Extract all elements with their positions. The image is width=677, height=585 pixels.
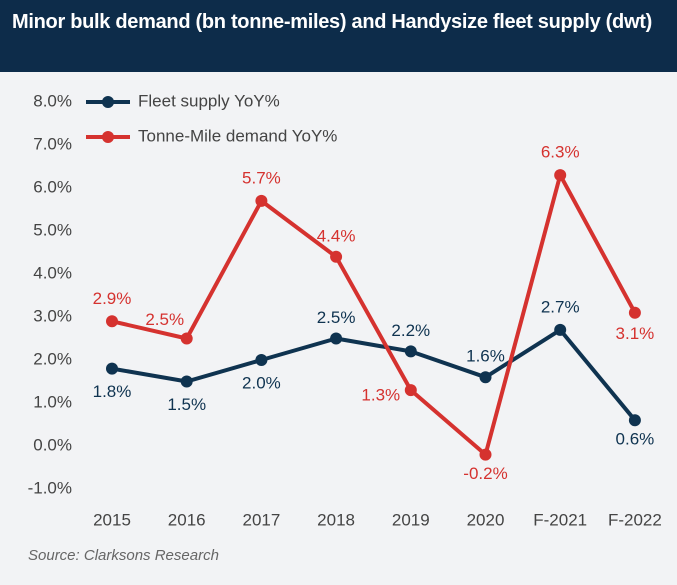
legend-swatch bbox=[102, 131, 114, 143]
data-point bbox=[479, 448, 492, 461]
x-tick-label: 2015 bbox=[93, 510, 131, 529]
y-tick-label: 6.0% bbox=[33, 177, 72, 196]
x-tick-label: 2017 bbox=[242, 510, 280, 529]
data-label: 0.6% bbox=[616, 430, 655, 449]
data-point bbox=[554, 169, 567, 182]
data-point bbox=[628, 306, 641, 319]
legend-swatch bbox=[102, 96, 114, 108]
data-point bbox=[255, 354, 268, 366]
y-tick-label: 4.0% bbox=[33, 263, 72, 282]
data-label: 1.6% bbox=[466, 347, 505, 366]
data-point bbox=[180, 332, 193, 345]
data-label: 2.0% bbox=[242, 373, 281, 392]
y-tick-label: 8.0% bbox=[33, 91, 72, 110]
data-point bbox=[330, 250, 343, 263]
chart: Source: Clarksons Research -1.0% 0.0% 1.0%… bbox=[28, 91, 662, 564]
data-point bbox=[404, 384, 417, 397]
x-tick-label: F-2021 bbox=[533, 510, 587, 529]
data-label: 2.7% bbox=[541, 297, 580, 316]
x-tick-label: F-2022 bbox=[608, 510, 662, 529]
data-label: 1.5% bbox=[167, 395, 206, 414]
data-point bbox=[255, 194, 268, 207]
data-point bbox=[106, 362, 118, 375]
data-point bbox=[330, 332, 343, 345]
data-point bbox=[479, 371, 492, 384]
data-label: 5.7% bbox=[242, 168, 281, 187]
y-tick-label: 1.0% bbox=[33, 392, 72, 411]
y-tick-label: 7.0% bbox=[33, 134, 72, 153]
y-tick-label: 2.0% bbox=[33, 349, 72, 368]
data-label: 2.5% bbox=[145, 310, 184, 329]
legend-label: Fleet supply YoY% bbox=[138, 91, 280, 110]
data-label: 6.3% bbox=[541, 143, 580, 162]
x-tick-label: 2018 bbox=[317, 510, 355, 529]
data-label: 3.1% bbox=[616, 324, 655, 343]
x-tick-label: 2016 bbox=[168, 510, 206, 529]
data-label: 2.5% bbox=[317, 308, 356, 327]
series-line bbox=[111, 327, 637, 422]
y-tick-label: -1.0% bbox=[28, 478, 72, 497]
data-point bbox=[628, 414, 641, 427]
data-label: -0.2% bbox=[463, 464, 507, 483]
y-tick-label: 0.0% bbox=[33, 435, 72, 454]
chart-title: Minor bulk demand (bn tonne-miles) and H… bbox=[0, 0, 677, 72]
y-tick-label: 3.0% bbox=[33, 306, 72, 325]
data-point bbox=[554, 323, 567, 336]
data-point bbox=[404, 345, 417, 358]
data-label: 2.9% bbox=[93, 289, 132, 308]
data-label: 2.2% bbox=[391, 321, 430, 340]
y-tick-label: 5.0% bbox=[33, 220, 72, 239]
x-tick-label: 2020 bbox=[467, 510, 505, 529]
x-tick-label: 2019 bbox=[392, 510, 430, 529]
data-label: 4.4% bbox=[317, 226, 356, 245]
source-note: Source: Clarksons Research bbox=[28, 547, 219, 564]
data-label: 1.3% bbox=[361, 386, 400, 405]
data-point bbox=[180, 375, 193, 388]
data-label: 1.8% bbox=[93, 382, 132, 401]
series-line bbox=[111, 173, 637, 457]
data-point bbox=[106, 315, 118, 328]
legend-label: Tonne-Mile demand YoY% bbox=[138, 126, 337, 145]
